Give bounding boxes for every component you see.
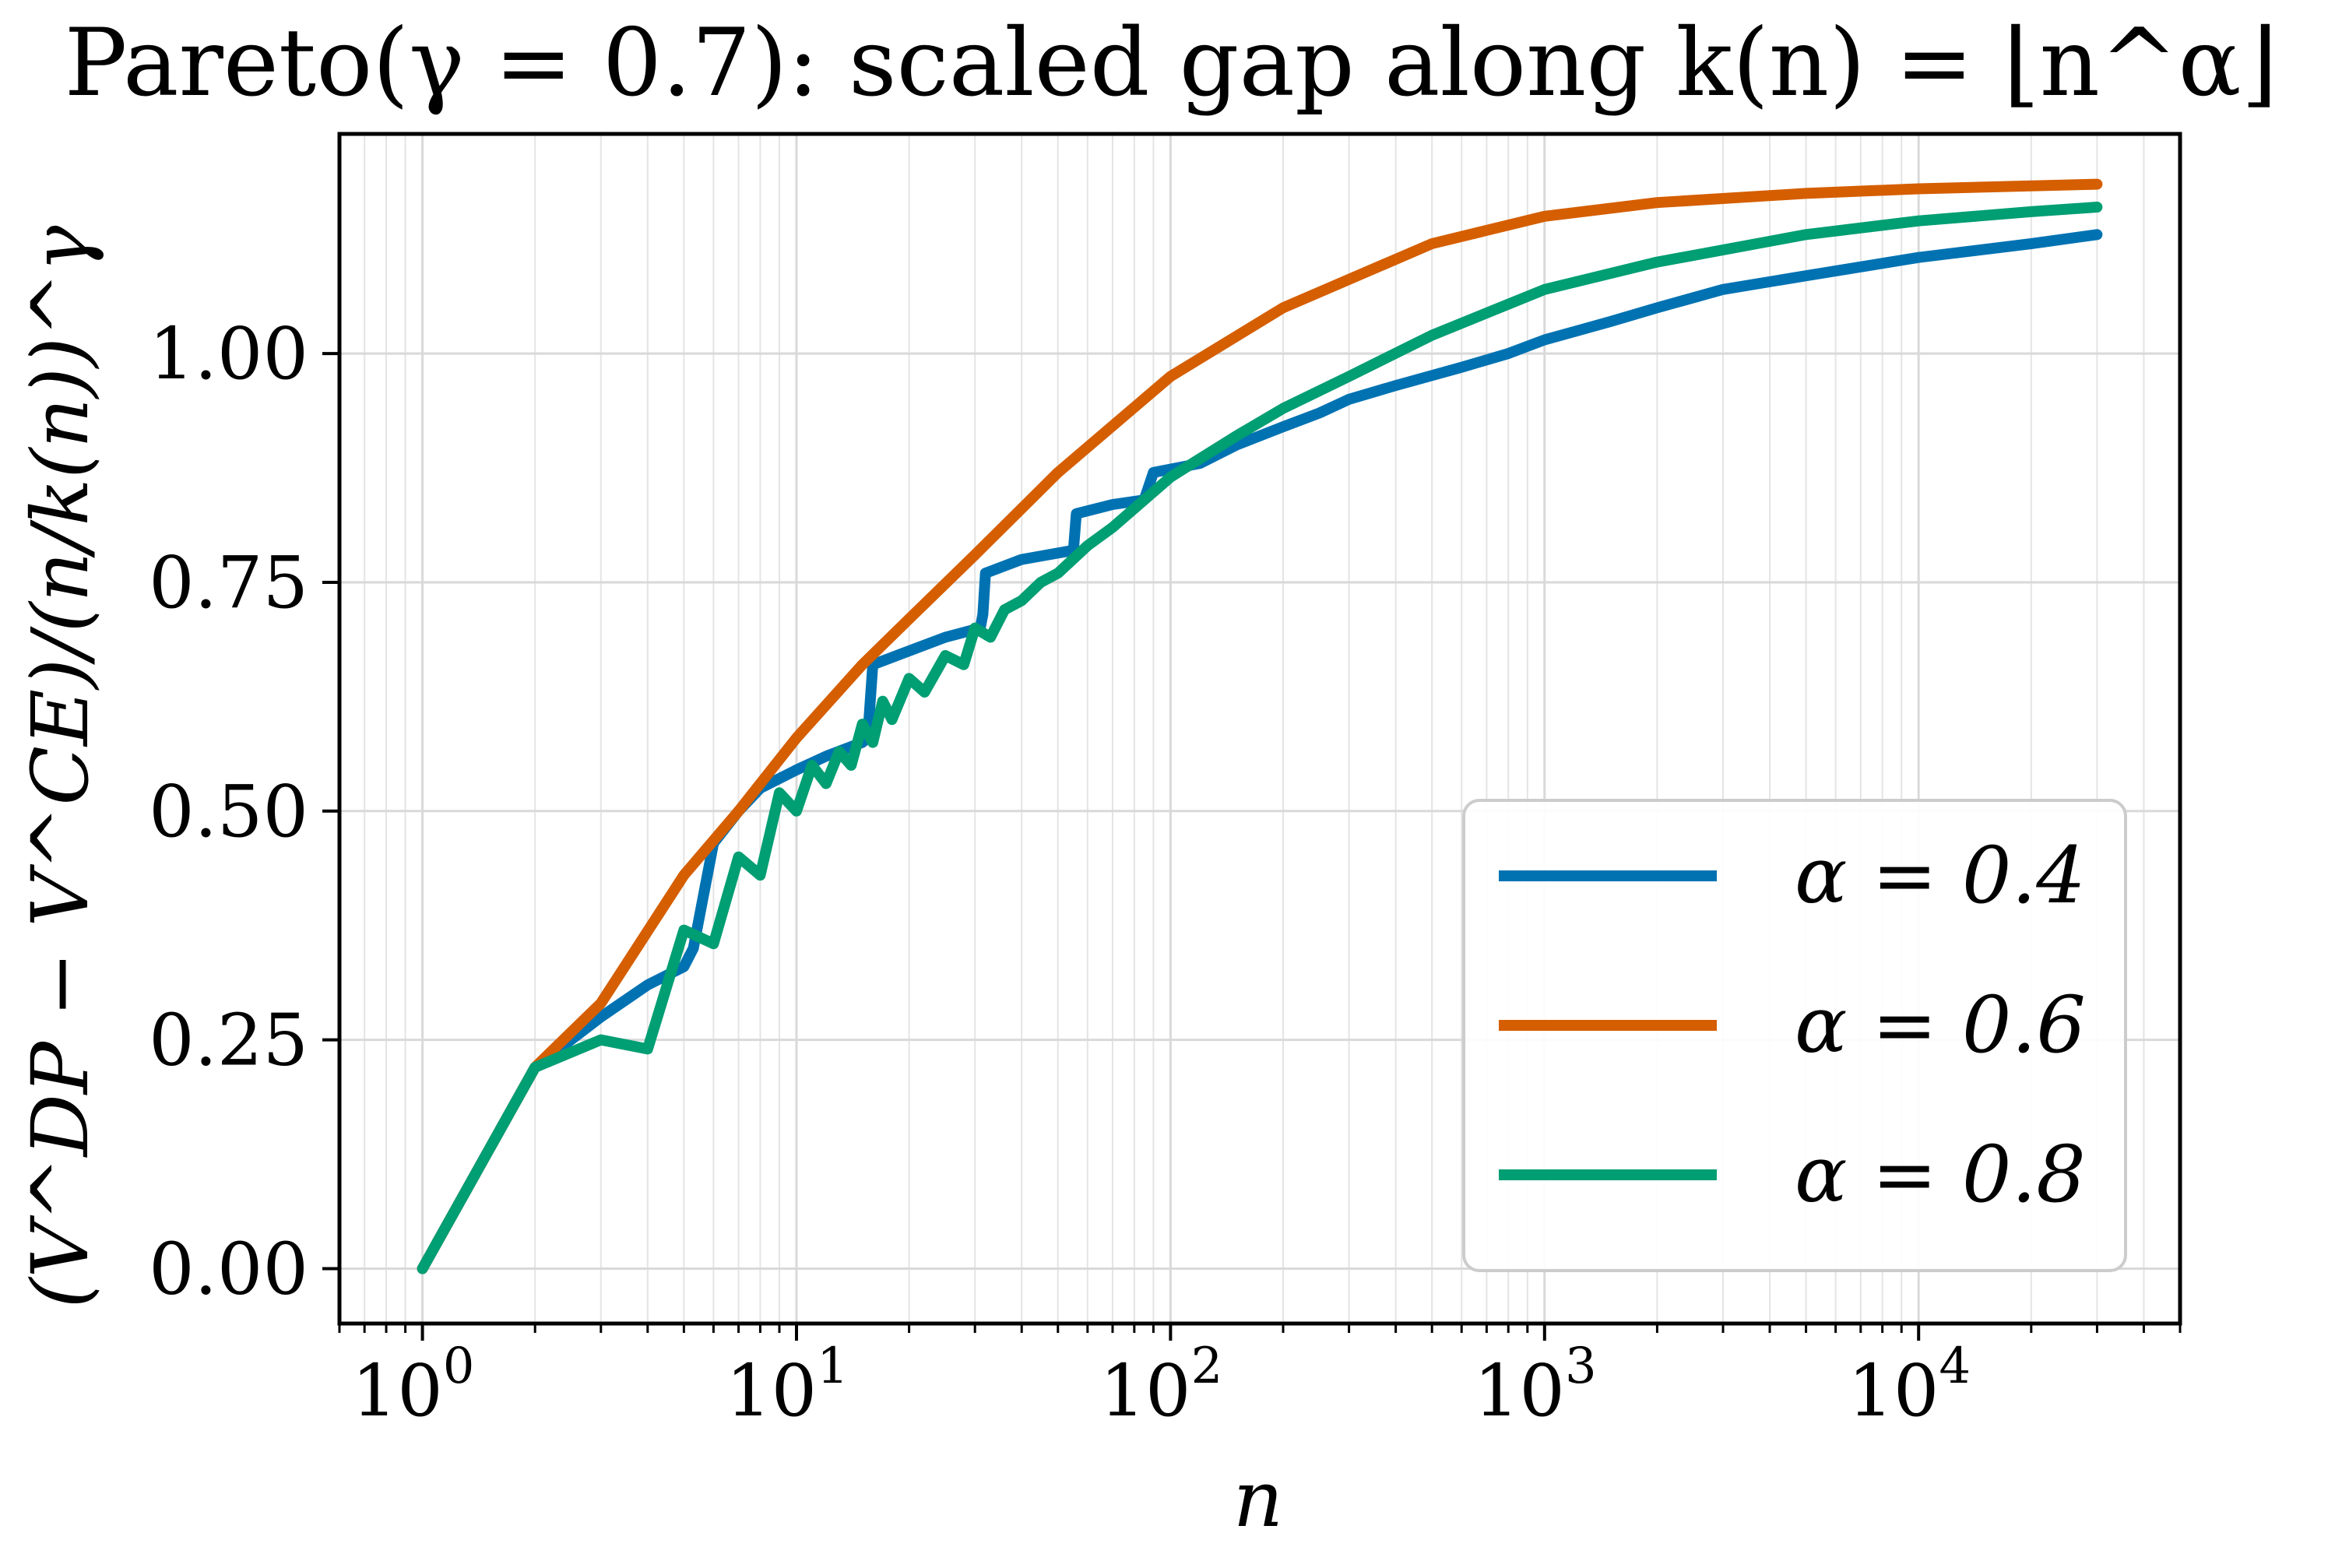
x-tick-label: 104 [1848, 1338, 1971, 1433]
series-line-alpha-0-6 [417, 178, 2103, 1274]
x-axis-ticks: 100 101 102 103 104 [338, 1324, 2182, 1433]
legend: α = 0.4 α = 0.6 α = 0.8 [1462, 799, 2127, 1272]
series-line-alpha-0-8 [417, 202, 2103, 1274]
chart-title: Pareto(γ = 0.7): scaled gap along k(n) =… [65, 9, 2278, 118]
y-tick-label: 1.00 [149, 312, 308, 396]
x-axis-label: n [1233, 1454, 1283, 1545]
y-axis-ticks: 0.00 0.25 0.50 0.75 1.00 [149, 312, 339, 1310]
y-tick-label: 0.25 [149, 999, 308, 1082]
y-axis-label: (V^DP − V^CE)/(n/k(n))^γ [15, 225, 106, 1308]
legend-label: α = 0.8 [1795, 1129, 2086, 1220]
x-tick-label: 103 [1474, 1338, 1597, 1433]
y-tick-label: 0.00 [149, 1227, 308, 1310]
x-tick-label: 101 [726, 1338, 849, 1433]
series-lines [417, 178, 2103, 1274]
legend-box [1462, 799, 2127, 1272]
y-tick-label: 0.50 [149, 770, 308, 853]
y-tick-label: 0.75 [149, 541, 308, 624]
plot-frame [337, 132, 2182, 1326]
legend-label: α = 0.4 [1795, 830, 2086, 921]
x-tick-label: 102 [1099, 1338, 1222, 1433]
legend-label: α = 0.6 [1795, 979, 2086, 1071]
x-tick-label: 100 [352, 1338, 475, 1433]
